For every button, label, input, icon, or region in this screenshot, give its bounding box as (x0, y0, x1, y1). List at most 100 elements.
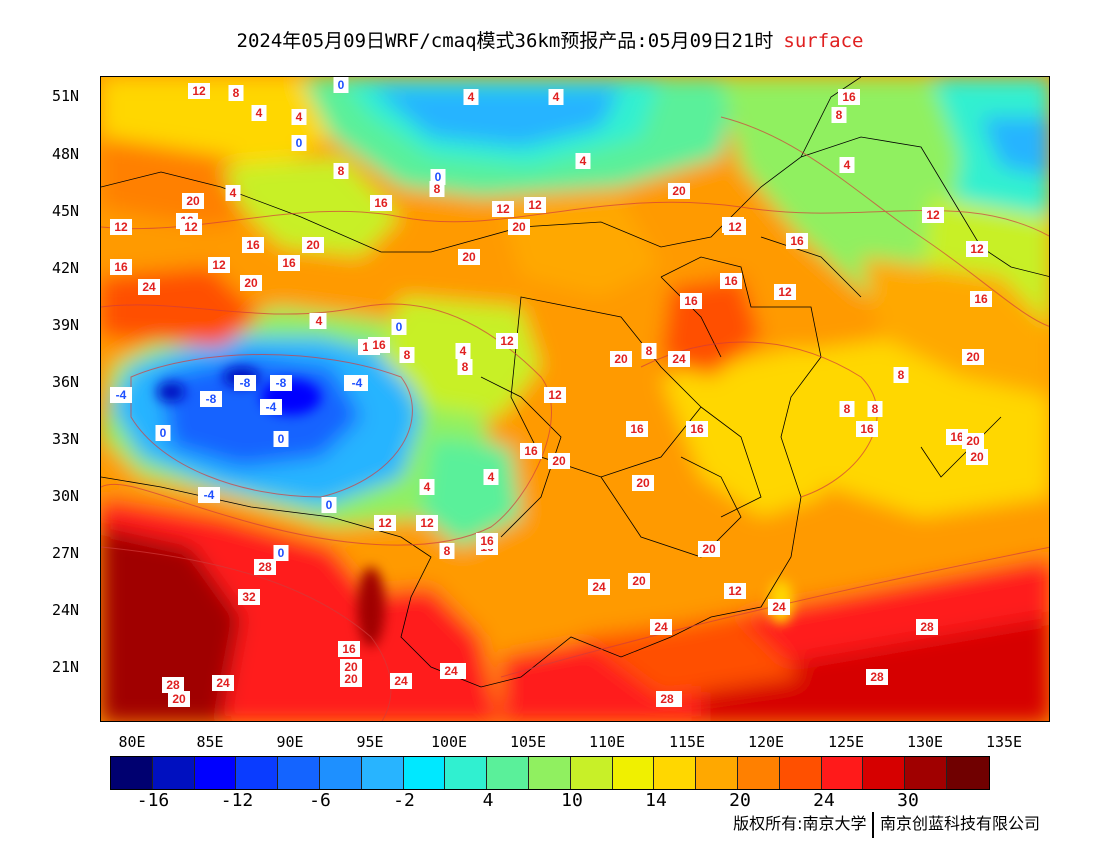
longitude-label: 95E (356, 733, 384, 751)
contour-label: 20 (966, 449, 988, 465)
contour-label: 4 (463, 89, 479, 105)
contour-label: 8 (893, 367, 909, 383)
svg-text:20: 20 (702, 542, 716, 556)
colorbar-swatch (236, 757, 279, 789)
svg-text:8: 8 (872, 402, 879, 416)
colorbar-swatch (194, 757, 237, 789)
contour-labels: 1284404481204168404201612121616201220812… (110, 77, 992, 707)
contour-label: 20 (610, 351, 632, 367)
svg-text:4: 4 (296, 110, 303, 124)
contour-label: -4 (198, 487, 220, 503)
svg-text:4: 4 (844, 158, 851, 172)
svg-text:16: 16 (950, 430, 964, 444)
svg-text:0: 0 (396, 320, 403, 334)
svg-text:20: 20 (552, 454, 566, 468)
contour-label: 32 (238, 589, 260, 605)
colorbar-label: 30 (897, 790, 919, 811)
svg-text:12: 12 (778, 285, 792, 299)
contour-label: 4 (455, 343, 471, 359)
contour-label: 4 (548, 89, 564, 105)
latitude-label: 51N (52, 87, 80, 105)
contour-label: 8 (333, 163, 349, 179)
svg-text:0: 0 (278, 546, 285, 560)
colorbar-swatch (487, 757, 529, 789)
svg-text:8: 8 (646, 344, 653, 358)
contour-label: 16 (476, 533, 498, 549)
contour-label: 16 (838, 89, 860, 105)
svg-text:20: 20 (344, 672, 358, 686)
svg-text:20: 20 (632, 574, 646, 588)
svg-text:20: 20 (462, 250, 476, 264)
svg-text:-4: -4 (266, 400, 277, 414)
colorbar-swatch (528, 757, 571, 789)
svg-text:8: 8 (836, 108, 843, 122)
svg-text:4: 4 (488, 470, 495, 484)
contour-label: 20 (182, 193, 204, 209)
contour-label: 24 (138, 279, 160, 295)
svg-text:-8: -8 (206, 392, 217, 406)
contour-label: 24 (650, 619, 672, 635)
svg-text:-4: -4 (116, 388, 127, 402)
longitude-label: 135E (985, 733, 1023, 751)
contour-label: 8 (228, 85, 244, 101)
colorbar-swatch (863, 757, 906, 789)
svg-text:16: 16 (724, 274, 738, 288)
svg-text:8: 8 (233, 86, 240, 100)
contour-label: 12 (774, 284, 796, 300)
svg-text:24: 24 (772, 600, 786, 614)
svg-text:20: 20 (172, 692, 186, 706)
contour-label: 20 (340, 671, 362, 687)
contour-label: 24 (212, 675, 234, 691)
svg-text:16: 16 (114, 260, 128, 274)
longitude-label: 105E (509, 733, 547, 751)
svg-text:12: 12 (212, 258, 226, 272)
colorbar-swatch (361, 757, 404, 789)
contour-label: 12 (374, 515, 396, 531)
longitude-label: 85E (196, 733, 224, 751)
contour-label: -4 (110, 387, 132, 403)
contour-label: 4 (419, 479, 435, 495)
contour-label: -8 (200, 391, 222, 407)
svg-text:8: 8 (844, 402, 851, 416)
svg-text:28: 28 (920, 620, 934, 634)
svg-text:20: 20 (512, 220, 526, 234)
svg-text:16: 16 (282, 256, 296, 270)
svg-text:12: 12 (926, 208, 940, 222)
contour-label: 20 (508, 219, 530, 235)
contour-label: 20 (632, 475, 654, 491)
svg-text:28: 28 (258, 560, 272, 574)
contour-label: 16 (370, 195, 392, 211)
svg-text:32: 32 (242, 590, 256, 604)
latitude-label: 27N (52, 544, 80, 562)
svg-text:12: 12 (528, 198, 542, 212)
contour-label: 8 (457, 359, 473, 375)
svg-text:8: 8 (462, 360, 469, 374)
svg-text:16: 16 (842, 90, 856, 104)
contour-label: 16 (242, 237, 264, 253)
svg-text:12: 12 (496, 202, 510, 216)
svg-text:12: 12 (114, 220, 128, 234)
contour-label: 16 (626, 421, 648, 437)
latitude-label: 45N (52, 202, 80, 220)
svg-text:16: 16 (974, 292, 988, 306)
svg-text:12: 12 (728, 584, 742, 598)
colorbar-swatch (654, 757, 697, 789)
svg-text:24: 24 (654, 620, 668, 634)
svg-text:20: 20 (970, 450, 984, 464)
svg-text:0: 0 (338, 78, 345, 92)
svg-text:12: 12 (548, 388, 562, 402)
contour-label: 20 (628, 573, 650, 589)
contour-label: 0 (333, 77, 349, 93)
svg-text:16: 16 (690, 422, 704, 436)
forecast-map-canvas: 1284404481204168404201612121616201220812… (101, 77, 1049, 721)
contour-label: 12 (492, 201, 514, 217)
colorbar-label: 10 (561, 790, 583, 811)
svg-text:12: 12 (184, 220, 198, 234)
contour-label: 0 (391, 319, 407, 335)
colorbar-swatch (403, 757, 446, 789)
contour-label: 4 (291, 109, 307, 125)
svg-text:4: 4 (468, 90, 475, 104)
colorbar-label: -6 (309, 790, 331, 811)
contour-label: 4 (311, 313, 327, 329)
svg-text:-8: -8 (276, 376, 287, 390)
